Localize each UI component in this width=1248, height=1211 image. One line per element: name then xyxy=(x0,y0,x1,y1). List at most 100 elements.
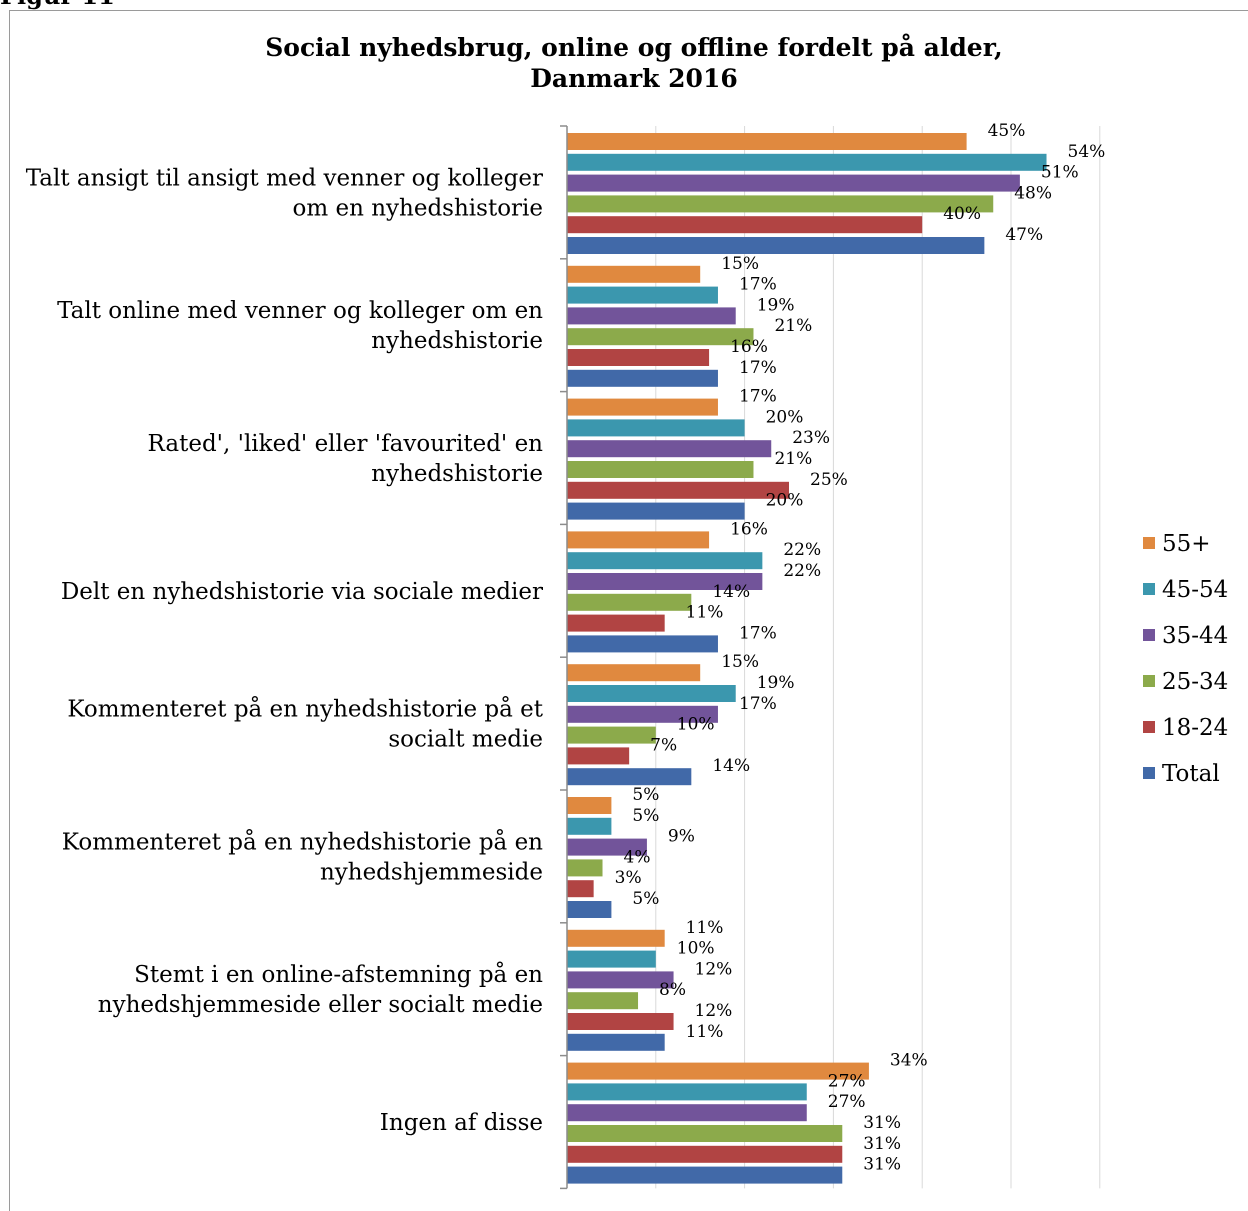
bar xyxy=(567,265,701,283)
bar xyxy=(567,461,754,478)
bar xyxy=(567,1083,807,1101)
bar xyxy=(567,419,745,437)
data-label: 11% xyxy=(686,1022,724,1042)
bar xyxy=(567,817,612,835)
legend-label: 45-54 xyxy=(1162,577,1228,603)
bar-chart: Social nyhedsbrug, online og offline for… xyxy=(26,33,1228,1190)
data-label: 11% xyxy=(686,603,724,623)
category-label: Ingen af disse xyxy=(380,1110,543,1136)
bar xyxy=(567,747,630,765)
data-label: 12% xyxy=(695,959,733,979)
category-labels: Talt ansigt til ansigt med venner og kol… xyxy=(26,165,544,1136)
bar xyxy=(567,502,745,520)
legend-label: 18-24 xyxy=(1162,715,1228,741)
legend-item: 55+ xyxy=(1143,531,1211,557)
data-label: 51% xyxy=(1041,163,1079,183)
legend-item: 18-24 xyxy=(1143,715,1228,741)
bar xyxy=(567,1013,674,1030)
data-label: 23% xyxy=(792,428,830,448)
data-label: 14% xyxy=(712,756,750,776)
category-label: Stemt i en online-afstemning på en xyxy=(134,961,543,988)
bar xyxy=(567,1104,807,1122)
figure-label: Figur 11 xyxy=(0,0,115,8)
data-label: 16% xyxy=(730,337,768,357)
data-label: 31% xyxy=(863,1155,901,1175)
bar xyxy=(567,901,612,918)
category-axis xyxy=(560,125,568,1190)
category-label: nyhedshjemmeside xyxy=(320,859,543,885)
bar xyxy=(567,328,754,346)
bar xyxy=(567,369,718,387)
bar xyxy=(567,797,612,814)
bar xyxy=(567,593,692,611)
legend-label: 25-34 xyxy=(1162,669,1228,695)
data-label: 5% xyxy=(632,785,659,805)
data-label: 16% xyxy=(730,519,768,539)
legend-swatch xyxy=(1143,629,1155,641)
data-label: 20% xyxy=(766,407,804,427)
legend-swatch xyxy=(1143,675,1155,687)
bar xyxy=(567,1125,843,1142)
data-label: 8% xyxy=(659,980,686,1000)
category-label: nyhedshistorie xyxy=(371,328,543,354)
category-label: Kommenteret på en nyhedshistorie på en xyxy=(62,828,543,855)
data-label: 21% xyxy=(774,449,812,469)
data-label: 31% xyxy=(863,1134,901,1154)
bar xyxy=(567,971,674,989)
bar xyxy=(567,349,710,366)
legend-label: 55+ xyxy=(1162,531,1211,557)
data-label: 22% xyxy=(783,561,821,581)
bar xyxy=(567,929,665,947)
chart-title-line: Danmark 2016 xyxy=(530,64,737,93)
legend-swatch xyxy=(1143,537,1155,549)
category-label: Kommenteret på en nyhedshistorie på et xyxy=(67,696,543,723)
data-label: 20% xyxy=(766,491,804,511)
bar xyxy=(567,1033,665,1051)
bar xyxy=(567,573,763,590)
data-label: 9% xyxy=(668,827,695,847)
legend-swatch xyxy=(1143,721,1155,733)
bar xyxy=(567,635,718,653)
data-label: 22% xyxy=(783,540,821,560)
data-label: 10% xyxy=(677,939,715,959)
legend-label: 35-44 xyxy=(1162,623,1228,649)
bar xyxy=(567,614,665,632)
bar xyxy=(567,768,692,786)
legend-swatch xyxy=(1143,767,1155,779)
data-label: 15% xyxy=(721,254,759,274)
bar xyxy=(567,992,639,1010)
bar xyxy=(567,153,1047,171)
gridlines xyxy=(655,126,1101,1189)
bar xyxy=(567,1062,869,1080)
data-label: 47% xyxy=(1005,225,1043,245)
data-label: 19% xyxy=(757,295,795,315)
bar xyxy=(567,705,718,723)
category-label: om en nyhedshistorie xyxy=(293,195,543,221)
data-label: 19% xyxy=(757,673,795,693)
data-label: 17% xyxy=(739,623,777,643)
data-label: 45% xyxy=(988,121,1026,141)
data-labels: 45%54%51%48%40%47%15%17%19%21%16%17%17%2… xyxy=(615,121,1106,1175)
bar xyxy=(567,664,701,682)
data-label: 25% xyxy=(810,470,848,490)
bar xyxy=(567,685,736,702)
legend-item: 35-44 xyxy=(1143,623,1228,649)
category-label: Delt en nyhedshistorie via sociale medie… xyxy=(61,579,543,605)
bar xyxy=(567,174,1020,192)
bar xyxy=(567,237,985,254)
bar xyxy=(567,1145,843,1163)
data-label: 34% xyxy=(890,1051,928,1071)
category-label: Talt ansigt til ansigt med venner og kol… xyxy=(26,165,543,191)
bar xyxy=(567,859,603,877)
data-label: 27% xyxy=(828,1071,866,1091)
bar xyxy=(567,552,763,570)
data-label: 17% xyxy=(739,275,777,295)
category-label: Rated', 'liked' eller 'favourited' en xyxy=(148,431,544,457)
bar xyxy=(567,481,789,499)
legend-item: 25-34 xyxy=(1143,669,1228,695)
legend-label: Total xyxy=(1162,761,1220,787)
data-label: 40% xyxy=(943,204,981,224)
bar xyxy=(567,880,594,898)
category-label: nyhedshistorie xyxy=(371,461,543,487)
bar xyxy=(567,307,736,325)
